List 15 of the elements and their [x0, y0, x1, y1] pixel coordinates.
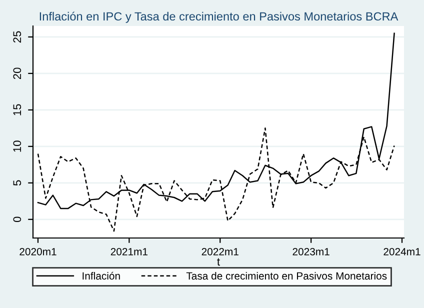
x-tick-label: 2023m1 [292, 248, 330, 256]
x-tick-label: 2022m1 [202, 248, 238, 256]
legend-label: Tasa de crecimiento en Pasivos Monetarios [186, 272, 387, 280]
y-tick-label: 25 [13, 31, 22, 43]
x-tick-label: 2021m1 [110, 248, 148, 256]
legend-label: Inflación [82, 272, 120, 280]
y-tick-label: 10 [13, 140, 22, 152]
y-tick-label: 0 [13, 216, 22, 222]
chart-title: Inflación en IPC y Tasa de crecimiento en Pasivos Monetarios BCRA [40, 12, 398, 23]
x-tick-label: 2024m1 [384, 248, 420, 256]
y-tick-label: 20 [13, 68, 22, 80]
y-tick-label: 5 [13, 180, 22, 186]
x-tick-label: 2020m1 [20, 248, 56, 256]
x-axis-title: t [217, 258, 220, 266]
y-tick-label: 15 [13, 104, 22, 116]
